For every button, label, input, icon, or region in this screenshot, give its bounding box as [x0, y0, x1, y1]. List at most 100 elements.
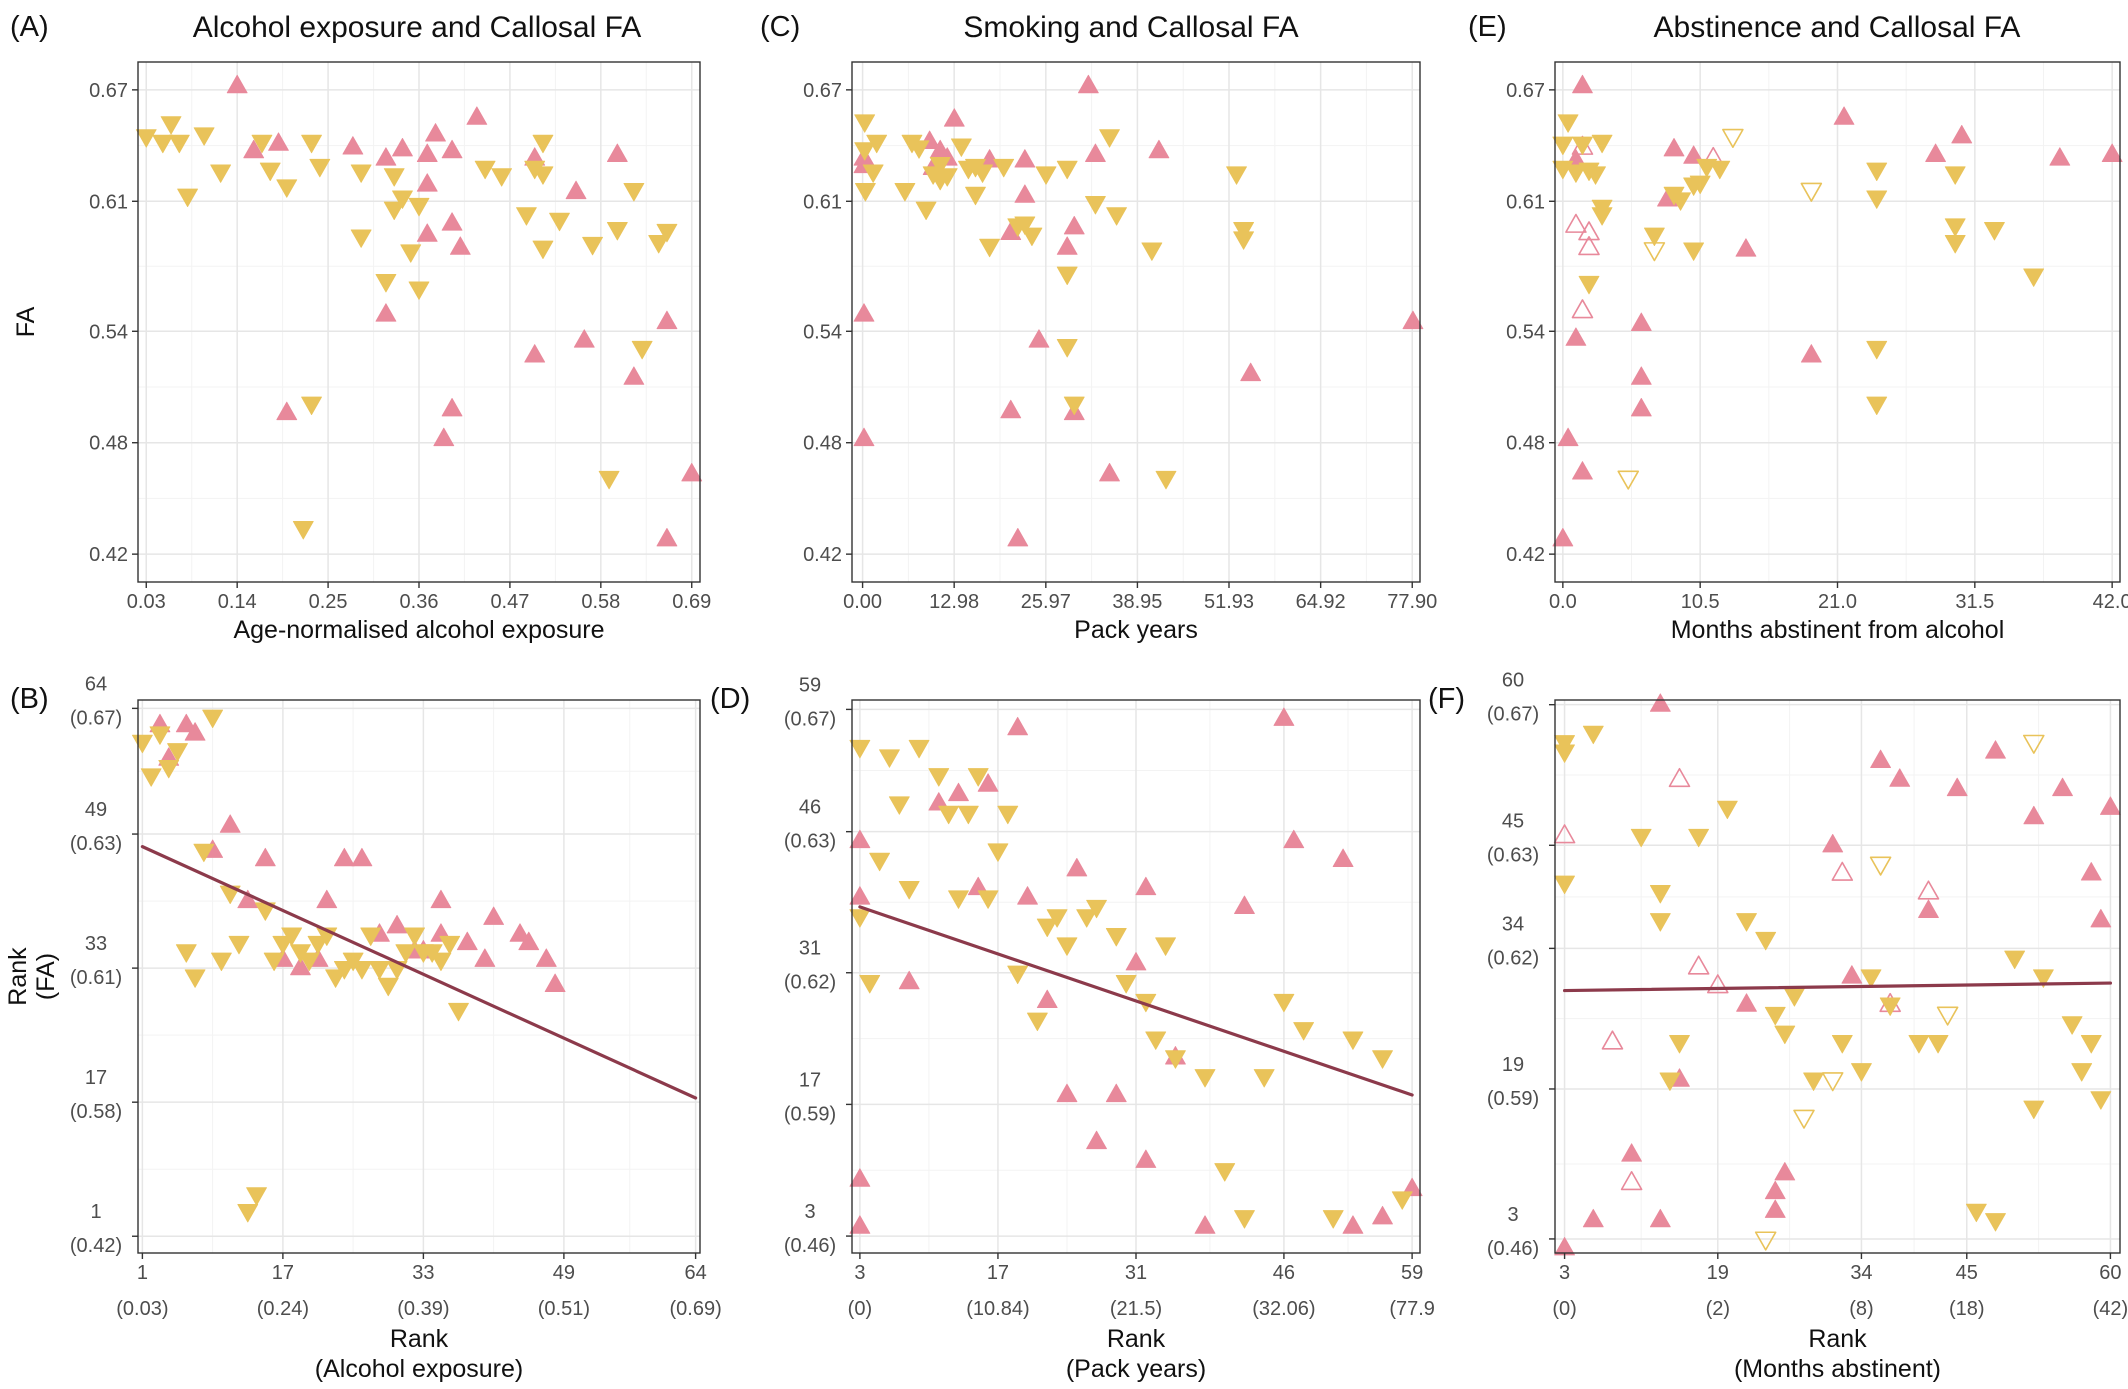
- marker-triangle-up: [1014, 184, 1036, 203]
- panel-label: (A): [10, 11, 49, 43]
- marker-triangle-up: [948, 782, 969, 802]
- marker-triangle-up: [1342, 1215, 1364, 1234]
- marker-triangle-down: [1866, 340, 1888, 360]
- marker-triangle-down: [1056, 937, 1078, 956]
- marker-triangle-up: [1063, 215, 1085, 235]
- marker-triangle-down: [1214, 1163, 1236, 1182]
- marker-triangle-up: [456, 931, 478, 951]
- marker-triangle-down: [228, 935, 250, 955]
- x-tick-label: 0.00: [843, 591, 882, 613]
- marker-triangle-down: [383, 201, 405, 221]
- marker-triangle-down: [1851, 1063, 1872, 1082]
- y-tick-label: 17: [85, 1067, 107, 1089]
- marker-triangle-up: [565, 180, 587, 200]
- marker-triangle-down: [898, 881, 920, 900]
- marker-triangle-down: [408, 281, 430, 300]
- x-tick-label: 49: [553, 1262, 575, 1284]
- marker-triangle-down: [140, 768, 162, 787]
- marker-triangle-down: [993, 158, 1015, 178]
- marker-triangle-down: [202, 709, 224, 729]
- marker-triangle-down: [854, 142, 876, 161]
- marker-triangle-up: [254, 847, 276, 867]
- marker-triangle-down: [1984, 222, 2005, 241]
- marker-triangle-up: [1578, 221, 1600, 241]
- marker-triangle-down: [1927, 1035, 1949, 1054]
- y-tick-sublabel: (0.63): [70, 833, 122, 855]
- y-tick-label: 17: [799, 1069, 821, 1091]
- marker-triangle-up: [1620, 1170, 1643, 1191]
- x-tick-sublabel: (8): [1849, 1298, 1873, 1320]
- marker-triangle-up: [386, 914, 408, 934]
- marker-triangle-down: [1554, 875, 1575, 895]
- y-tick-label: 0.42: [89, 544, 128, 566]
- marker-triangle-down: [2032, 969, 2054, 988]
- marker-triangle-down: [1944, 218, 1966, 237]
- marker-triangle-down: [383, 168, 405, 187]
- marker-triangle-up: [1135, 876, 1157, 896]
- marker-triangle-up: [1774, 1162, 1796, 1181]
- marker-triangle-down: [1774, 1025, 1796, 1045]
- marker-triangle-down: [894, 183, 916, 202]
- marker-triangle-up: [1401, 1177, 1423, 1197]
- marker-triangle-up: [430, 889, 452, 909]
- marker-triangle-down: [2080, 1035, 2102, 1054]
- x-tick-sublabel: (21.5): [1110, 1298, 1162, 1320]
- marker-triangle-up: [1951, 124, 1973, 144]
- marker-triangle-down: [1755, 931, 1777, 951]
- marker-triangle-down: [1800, 182, 1823, 202]
- marker-triangle-up: [2100, 796, 2121, 815]
- y-tick-sublabel: (0.63): [784, 831, 836, 853]
- regression-line: [1562, 981, 2113, 993]
- marker-triangle-up: [483, 906, 505, 925]
- marker-triangle-up: [1273, 707, 1295, 726]
- x-axis-title: (Pack years): [1066, 1355, 1206, 1383]
- x-tick-label: 33: [412, 1262, 434, 1284]
- marker-triangle-down: [549, 212, 570, 232]
- marker-triangle-down: [1689, 175, 1711, 195]
- marker-triangle-down: [1021, 227, 1043, 247]
- marker-triangle-down: [866, 134, 888, 154]
- marker-triangle-down: [938, 805, 960, 825]
- marker-triangle-up: [474, 948, 496, 967]
- marker-triangle-down: [855, 183, 876, 202]
- x-tick-label: 38.95: [1112, 591, 1162, 613]
- marker-triangle-down: [1965, 1203, 1987, 1223]
- marker-triangle-up: [1017, 886, 1038, 905]
- x-tick-label: 17: [272, 1262, 294, 1284]
- marker-triangle-down: [2023, 734, 2045, 754]
- marker-triangle-down: [1736, 913, 1757, 932]
- marker-triangle-down: [298, 952, 320, 972]
- marker-triangle-down: [491, 168, 513, 187]
- marker-triangle-down: [1233, 231, 1255, 250]
- marker-triangle-down: [1554, 744, 1575, 763]
- marker-triangle-down: [977, 890, 999, 909]
- y-axis-title-line: FA: [12, 306, 40, 337]
- x-tick-label: 21.0: [1818, 591, 1857, 613]
- y-tick-sublabel: (0.59): [1487, 1088, 1539, 1110]
- marker-triangle-down: [2061, 1016, 2083, 1035]
- marker-triangle-up: [1649, 693, 1671, 712]
- x-tick-sublabel: (0): [848, 1298, 872, 1320]
- y-tick-sublabel: (0.67): [1487, 704, 1539, 726]
- plot-border: [1554, 699, 2121, 1254]
- marker-triangle-up: [1086, 1130, 1107, 1150]
- y-tick-sublabel: (0.62): [784, 972, 836, 994]
- x-tick-sublabel: (77.9: [1389, 1298, 1435, 1320]
- marker-triangle-down: [360, 927, 382, 946]
- marker-triangle-down: [309, 158, 331, 178]
- marker-triangle-down: [1716, 800, 1738, 820]
- marker-triangle-down: [1372, 1050, 1393, 1069]
- marker-triangle-up: [351, 847, 373, 867]
- marker-triangle-up: [1565, 327, 1587, 346]
- x-axis-title: Pack years: [1074, 616, 1198, 644]
- plot-background: [138, 700, 700, 1253]
- marker-triangle-down: [1908, 1035, 1930, 1054]
- marker-triangle-up: [1925, 143, 1946, 162]
- marker-triangle-down: [152, 134, 174, 154]
- marker-triangle-up: [1649, 1208, 1671, 1228]
- marker-triangle-down: [1572, 136, 1593, 156]
- marker-triangle-up: [928, 792, 950, 811]
- x-tick-label: 0.03: [127, 591, 166, 613]
- marker-triangle-down: [439, 935, 461, 955]
- x-axis-title: (Alcohol exposure): [315, 1355, 523, 1383]
